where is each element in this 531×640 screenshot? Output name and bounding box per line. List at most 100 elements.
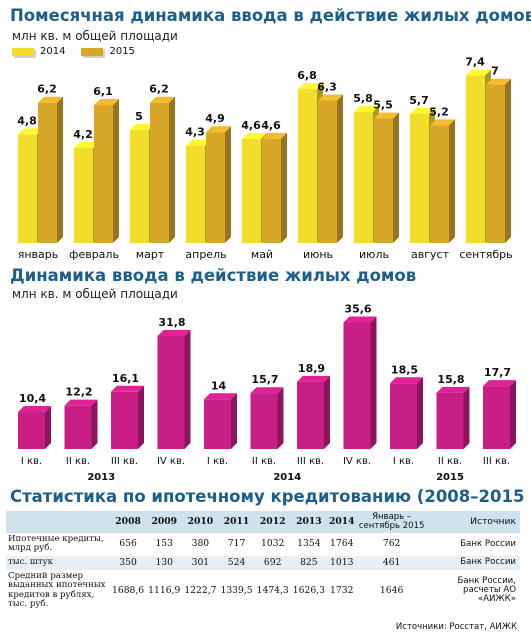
bar-май-2015 <box>262 132 287 243</box>
row-label: тыс. штук <box>8 557 54 568</box>
label-q11: 17,7 <box>484 366 511 379</box>
table-cell: 301 <box>191 556 210 568</box>
xtick-февраль: февраль <box>69 248 119 261</box>
label-июнь-2014: 6,8 <box>297 69 317 82</box>
xtick-q1: I кв. <box>21 456 42 467</box>
table-cell: 717 <box>227 538 246 550</box>
bar-январь-2014-face <box>18 134 37 243</box>
bar-q4-face <box>157 336 185 449</box>
bar-июнь-2015-top <box>318 94 343 101</box>
xtick-январь: январь <box>18 248 59 261</box>
bar-июнь-2015-face <box>318 100 337 244</box>
bar-q1-top <box>18 406 51 413</box>
xtick-июнь: июнь <box>303 248 333 261</box>
table-cell: 1474,3 <box>256 584 289 596</box>
legend-swatch-2015 <box>81 47 104 56</box>
col-header-source: Источник <box>470 516 516 528</box>
xtick-q9: I кв. <box>393 456 414 467</box>
label-сентябрь-2014: 7,4 <box>465 56 485 69</box>
bar-q6 <box>250 387 284 449</box>
bar-февраль-2015-side <box>113 98 119 243</box>
table-cell: 153 <box>155 538 173 550</box>
label-август-2014: 5,7 <box>409 94 429 107</box>
table-cell: 1354 <box>297 538 321 550</box>
bar-q7-top <box>297 375 330 382</box>
label-q9: 18,5 <box>391 363 418 376</box>
bar-q4 <box>157 330 191 449</box>
xtick-q5: I кв. <box>207 456 228 467</box>
bar-сентябрь-2015-face <box>486 84 505 243</box>
bar-сентябрь-2015 <box>486 78 511 243</box>
bar-q1-face <box>18 412 45 449</box>
table-cell: 380 <box>191 538 210 550</box>
row-label: Ипотечные кредиты, млрд руб. <box>8 533 104 554</box>
label-январь-2015: 6,2 <box>37 83 57 96</box>
bar-июнь-2015-side <box>337 94 343 244</box>
label-май-2015: 4,6 <box>261 119 281 132</box>
label-июль-2015: 5,5 <box>373 99 393 112</box>
col-header-2013: 2013 <box>296 516 322 528</box>
bar-q3 <box>111 385 144 449</box>
bar-сентябрь-2014-top <box>466 69 491 76</box>
bar-май-2014-face <box>242 138 261 243</box>
bar-март-2015 <box>150 96 175 243</box>
label-апрель-2014: 4,3 <box>185 126 205 139</box>
col-header-2011: 2011 <box>223 516 250 528</box>
bar-q3-side <box>138 385 144 449</box>
bar-июль-2014-face <box>354 111 373 244</box>
bar-q6-side <box>277 387 284 449</box>
chart1-subtitle: млн кв. м общей площади <box>12 29 178 43</box>
bar-сентябрь-2015-top <box>486 78 511 85</box>
bar-март-2015-side <box>169 96 175 243</box>
bar-февраль-2015-face <box>94 104 113 243</box>
col-header-2009: 2009 <box>151 516 178 528</box>
bar-июнь-2014-face <box>298 89 317 244</box>
table-cell: 692 <box>263 556 282 568</box>
bar-февраль-2014-top <box>74 141 99 148</box>
bar-q3-face <box>111 391 138 449</box>
bar-q1-side <box>45 406 51 449</box>
table-row: тыс. штук 350 130 301 524 692 825 1013 461 Банк Р… <box>6 555 520 570</box>
bar-август-2014-face <box>410 114 429 243</box>
xtick-q4: IV кв. <box>157 456 185 467</box>
table-corner-cell <box>6 511 110 533</box>
bar-июнь-2014-top <box>298 83 323 90</box>
table-cell: 1626,3 <box>292 584 325 596</box>
table-row: Ипотечные кредиты, млрд руб. 656 153 380 717… <box>6 532 520 556</box>
bar-март-2014-top <box>130 123 155 130</box>
bar-август-2014-top <box>410 108 435 115</box>
year-group-2014: 2014 <box>273 472 301 483</box>
bar-q1 <box>18 406 51 449</box>
xtick-июль: июль <box>359 248 389 261</box>
table-cell: 656 <box>119 538 137 550</box>
label-q1: 10,4 <box>19 392 46 405</box>
legend-label-2015: 2015 <box>109 46 135 57</box>
table-cell: 825 <box>300 556 318 568</box>
bar-апрель-2015 <box>206 126 231 243</box>
row-source: Банк России <box>460 557 516 568</box>
table-cell: 524 <box>227 556 246 568</box>
bar-q6-top <box>250 387 284 394</box>
legend-item-2015: 2015 <box>81 46 135 57</box>
quarterly-chart: 10,4 I кв. 12,2 II кв. 16,1 III кв. 31,8 IV кв.… <box>18 303 516 483</box>
bar-май-2015-face <box>262 138 281 243</box>
xtick-апрель: апрель <box>185 248 226 261</box>
bar-апрель-2014-face <box>186 145 205 243</box>
bar-q5 <box>204 393 237 449</box>
table-cell: 1116,9 <box>148 584 181 596</box>
xtick-q10: II кв. <box>438 456 462 467</box>
bar-q6-face <box>250 393 278 449</box>
bar-q10-face <box>436 392 464 449</box>
bar-январь-2015-face <box>38 102 57 243</box>
xtick-q3: III кв. <box>111 456 138 467</box>
xtick-q6: II кв. <box>252 456 276 467</box>
bar-июль-2014-top <box>354 105 379 112</box>
xtick-q11: III кв. <box>483 456 510 467</box>
xtick-май: май <box>251 248 273 261</box>
label-q3: 16,1 <box>112 372 139 385</box>
table-cell: 1013 <box>330 556 354 568</box>
chart1-title: Помесячная динамика ввода в действие жил… <box>10 6 531 25</box>
row-source: Банк России, расчеты АО «АИЖК» <box>457 575 517 605</box>
bar-сентябрь-2015-side <box>505 78 511 243</box>
bar-июнь-2015 <box>318 94 343 244</box>
